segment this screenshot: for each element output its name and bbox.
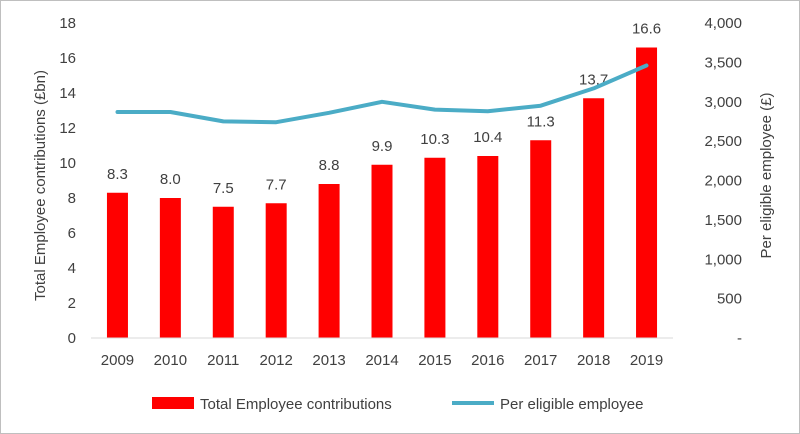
- left-axis-tick-label: 0: [68, 330, 76, 347]
- bar-data-labels: 8.3 8.07.5 7.78.89.9 10.3 10.411.313.716.6: [107, 21, 661, 197]
- x-axis-tick-label: 2010: [154, 352, 187, 369]
- left-axis-tick-label: 8: [68, 190, 76, 207]
- bar-data-label: 16.6: [632, 21, 661, 38]
- legend-label-bar: Total Employee contributions: [200, 396, 392, 413]
- bar: [477, 156, 499, 338]
- bar-data-label: 8.3: [107, 166, 128, 183]
- right-axis-tick-label: 3,500: [704, 54, 742, 71]
- bar: [583, 98, 605, 338]
- right-axis-tick-label: -: [737, 330, 742, 347]
- bar: [530, 140, 552, 338]
- bar: [106, 192, 128, 338]
- bar-data-label: 8.8: [319, 157, 340, 174]
- left-axis-tick-label: 14: [59, 85, 76, 102]
- bar-data-label: 9.9: [372, 138, 393, 155]
- x-axis-tick-label: 2016: [471, 352, 504, 369]
- x-axis-tick-label: 2014: [365, 352, 398, 369]
- bar: [636, 47, 658, 338]
- x-axis-tick-label: 2013: [312, 352, 345, 369]
- right-axis-tick-label: 1,500: [704, 212, 742, 229]
- bar-data-label: 10.4: [473, 129, 502, 146]
- x-axis-tick-label: 2012: [259, 352, 292, 369]
- line-series-per-eligible-employee: [115, 63, 649, 125]
- bar: [212, 206, 234, 338]
- bar: [265, 203, 287, 338]
- x-axis-tick-label: 2017: [524, 352, 557, 369]
- left-axis-tick-label: 4: [68, 260, 76, 277]
- bar-data-label: 7.7: [266, 176, 287, 193]
- bar: [159, 198, 181, 338]
- left-axis-tick-label: 2: [68, 295, 76, 312]
- left-axis-tick-label: 16: [59, 50, 76, 67]
- right-axis-tick-label: 2,000: [704, 173, 742, 190]
- x-axis-tick-label: 2009: [101, 352, 134, 369]
- bar: [318, 184, 340, 338]
- right-axis-tick-label: 1,000: [704, 251, 742, 268]
- bar: [424, 157, 446, 338]
- bar-series: [106, 47, 658, 338]
- right-axis-tick-label: 4,000: [704, 15, 742, 32]
- left-axis-tick-label: 10: [59, 155, 76, 172]
- bar-data-label: 7.5: [213, 180, 234, 197]
- x-axis-tick-label: 2015: [418, 352, 451, 369]
- x-axis-tick-label: 2019: [630, 352, 663, 369]
- bar-data-label: 10.3: [420, 131, 449, 148]
- left-axis-title: Total Employee contributions (£bn): [32, 70, 49, 301]
- x-axis-tick-label: 2011: [207, 352, 239, 369]
- bar-data-label: 8.0: [160, 171, 181, 188]
- x-axis-tick-label: 2018: [577, 352, 610, 369]
- right-axis-tick-label: 3,000: [704, 94, 742, 111]
- left-axis-tick-label: 12: [59, 120, 76, 137]
- right-axis-title: Per eligible employee (£): [758, 93, 775, 259]
- x-axis-ticks: 2009 2010 2011 2012 2013 2014 2015 2016 2017 2018…: [101, 352, 663, 369]
- left-axis-tick-label: 18: [59, 15, 76, 32]
- legend-swatch-bar: [152, 397, 194, 409]
- left-axis-ticks: 0 2 4 6 8 10 12 14 16 18: [59, 15, 76, 347]
- bar-data-label: 11.3: [527, 113, 555, 130]
- left-axis-tick-label: 6: [68, 225, 76, 242]
- right-axis-tick-label: 500: [717, 291, 742, 308]
- right-axis-tick-label: 2,500: [704, 133, 742, 150]
- legend-label-line: Per eligible employee: [500, 396, 643, 413]
- bar: [371, 164, 393, 338]
- legend: Total Employee contributions Per eligibl…: [152, 396, 643, 413]
- right-axis-ticks: - 500 1,000 1,500 2,000 2,500 3,000 3,500 4,000: [704, 15, 742, 347]
